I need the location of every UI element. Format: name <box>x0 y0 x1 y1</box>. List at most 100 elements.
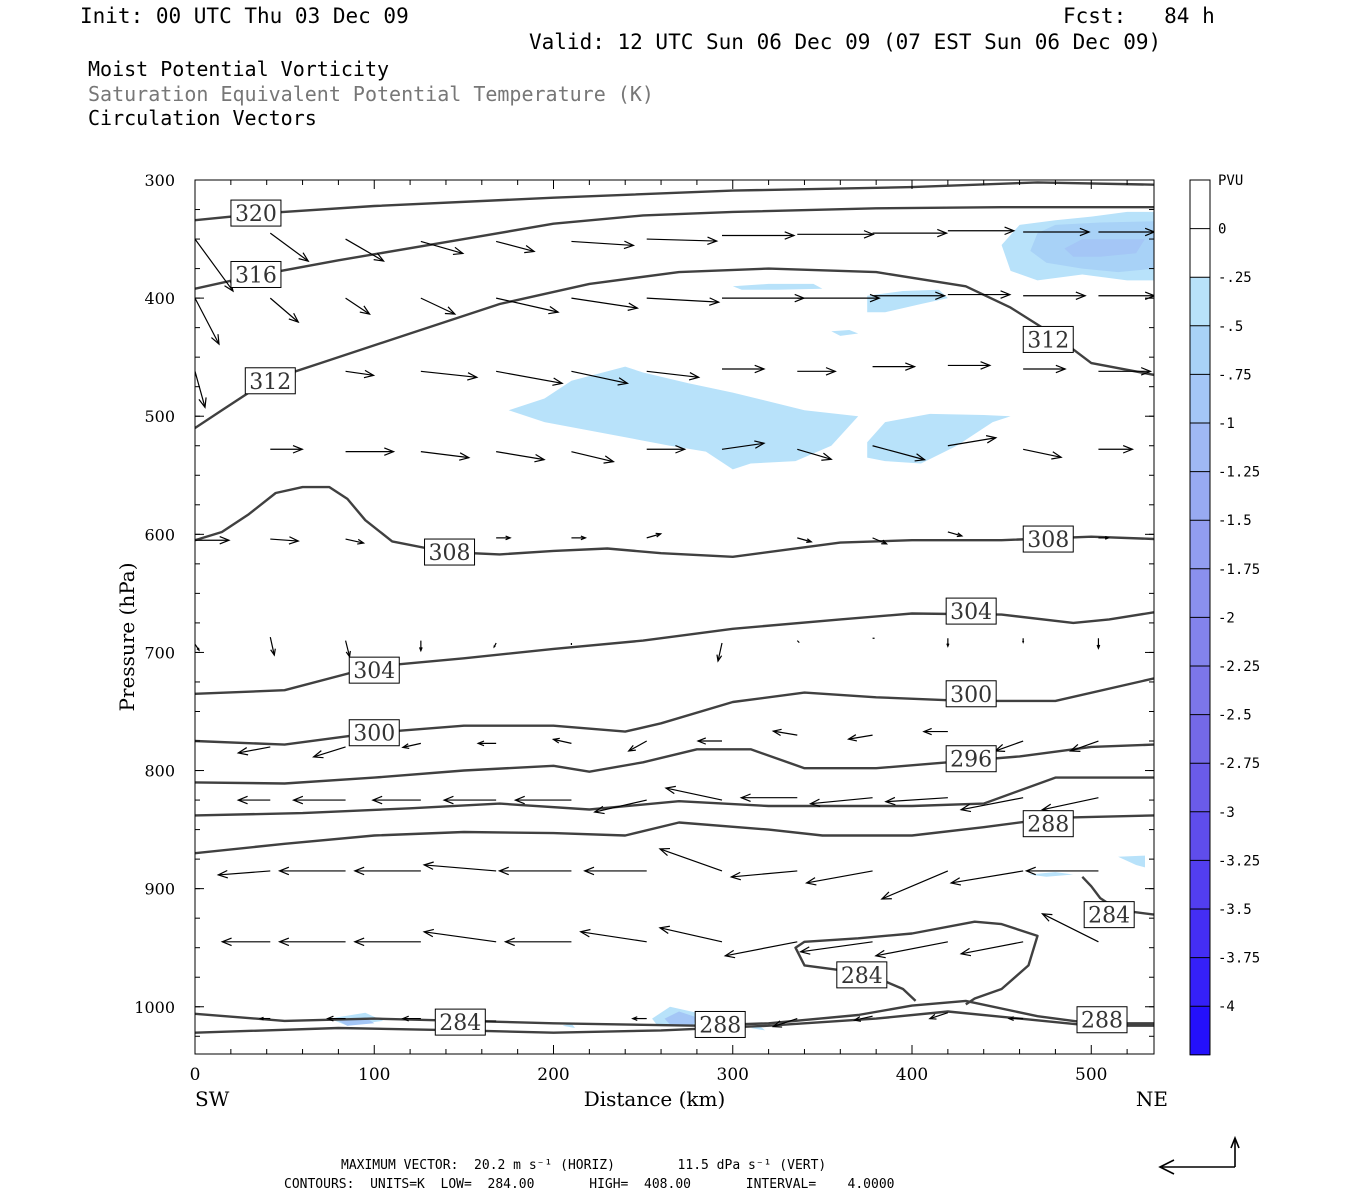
vector-arrow-35 <box>947 361 992 370</box>
contour-label-11: 288 <box>1022 810 1074 838</box>
contour-label-4: 308 <box>424 538 476 566</box>
pv-region-7 <box>831 330 859 336</box>
vector-arrow-14 <box>269 297 300 324</box>
field-title-theta-es: Saturation Equivalent Potential Temperat… <box>88 82 654 106</box>
colorbar-swatch-1 <box>1190 228 1210 278</box>
pv-shading <box>329 211 1154 1031</box>
vector-arrow-58 <box>947 531 964 538</box>
pv-region-6 <box>732 283 823 290</box>
colorbar-swatch-10 <box>1190 666 1210 716</box>
vector-arrow-130 <box>1007 1016 1024 1021</box>
vector-arrow-98 <box>277 866 346 876</box>
vector-arrow-125 <box>631 1016 647 1021</box>
svg-text:312: 312 <box>249 370 291 395</box>
vector-arrow-116 <box>723 941 798 959</box>
vector-arrow-34 <box>872 362 917 371</box>
contour-label-9: 300 <box>945 680 997 708</box>
svg-text:320: 320 <box>235 202 277 227</box>
colorbar-label-2: -.5 <box>1218 319 1243 335</box>
contour-296-6 <box>195 743 1154 785</box>
contour-292-7 <box>195 776 1154 817</box>
vector-arrow-21 <box>797 293 881 303</box>
valid-time: Valid: 12 UTC Sun 06 Dec 09 (07 EST Sun … <box>529 30 1162 54</box>
contour-label-7: 304 <box>945 597 997 625</box>
vector-arrow-114 <box>579 928 647 943</box>
vector-arrow-26 <box>195 371 207 409</box>
vector-arrow-76 <box>476 740 497 747</box>
vector-arrow-82 <box>922 727 948 736</box>
vector-arrow-36 <box>1023 364 1067 374</box>
vector-arrow-68 <box>796 640 800 644</box>
y-tick-label-6: 900 <box>144 880 175 899</box>
contour-label-0: 320 <box>230 199 282 227</box>
vector-arrow-45 <box>797 448 833 461</box>
vector-arrow-6 <box>646 236 719 246</box>
y-tick-label-3: 600 <box>144 525 175 544</box>
vector-arrow-70 <box>946 638 950 648</box>
vector-arrow-78 <box>627 740 648 752</box>
contour-304-4 <box>195 611 1154 695</box>
vector-arrow-83 <box>993 740 1024 752</box>
svg-text:296: 296 <box>950 748 992 773</box>
contour-288-8 <box>195 814 1154 855</box>
colorbar-label-0: 0 <box>1218 222 1226 238</box>
colorbar-swatch-17 <box>1190 1006 1210 1056</box>
vector-arrow-81 <box>846 734 873 742</box>
vector-arrow-118 <box>874 941 948 959</box>
y-tick-label-5: 800 <box>144 762 175 781</box>
vector-arrow-88 <box>442 795 497 805</box>
max-vector-text: MAXIMUM VECTOR: 20.2 m s⁻¹ (HORIZ) 11.5 … <box>341 1158 827 1173</box>
vector-arrow-12 <box>1098 227 1154 237</box>
contour-320-0 <box>195 181 1154 222</box>
vector-arrow-41 <box>496 451 546 463</box>
vector-arrow-29 <box>496 370 564 386</box>
colorbar-label-16: -4 <box>1218 999 1235 1015</box>
colorbar-label-11: -2.75 <box>1218 756 1260 772</box>
vector-arrow-28 <box>420 370 479 381</box>
vector-arrow-99 <box>353 866 421 876</box>
vector-arrow-129 <box>928 1012 949 1020</box>
vector-arrow-87 <box>371 795 421 805</box>
vector-arrow-22 <box>872 291 947 301</box>
colorbar-label-13: -3.25 <box>1218 853 1260 869</box>
x-tick-label-4: 400 <box>896 1065 928 1085</box>
vector-arrow-43 <box>646 445 687 454</box>
vector-arrow-1 <box>269 232 310 263</box>
vector-arrow-62 <box>269 636 276 657</box>
svg-text:288: 288 <box>1081 1009 1123 1034</box>
vector-arrow-4 <box>495 240 536 254</box>
colorbar-label-8: -2 <box>1218 610 1235 626</box>
vector-arrow-60 <box>1098 536 1111 540</box>
vector-arrow-7 <box>722 231 796 240</box>
vector-arrow-122 <box>325 1015 346 1022</box>
vector-arrow-77 <box>551 737 572 744</box>
contour-label-1: 316 <box>230 260 282 288</box>
x-end-label-left: SW <box>195 1087 230 1111</box>
pv-region-3 <box>508 366 859 470</box>
contour-labels: 320 316 312 312 308 308 304 304 300 300 296 288 284 2… <box>230 199 1135 1038</box>
vector-arrow-39 <box>345 447 396 456</box>
contour-label-13: 284 <box>836 961 888 989</box>
contour-label-16: 288 <box>1076 1006 1128 1034</box>
contour-308-3 <box>195 485 1154 558</box>
colorbar-swatch-9 <box>1190 617 1210 667</box>
pv-region-8 <box>1118 855 1145 868</box>
vector-arrow-80 <box>771 728 798 737</box>
vector-arrow-0 <box>195 238 234 293</box>
vector-arrow-10 <box>947 226 1016 236</box>
vector-arrow-56 <box>797 537 813 543</box>
vector-arrow-67 <box>716 642 723 663</box>
colorbar-label-12: -3 <box>1218 805 1235 821</box>
contour-316-1 <box>195 205 1154 290</box>
vector-arrow-57 <box>872 537 889 545</box>
colorbar-swatch-5 <box>1190 423 1210 473</box>
colorbar-unit: PVU <box>1218 173 1243 189</box>
vector-arrow-97 <box>216 869 271 879</box>
vector-arrow-40 <box>420 451 471 461</box>
vector-arrow-20 <box>722 293 806 303</box>
vector-arrow-33 <box>797 367 837 376</box>
vector-arrow-104 <box>729 870 798 881</box>
svg-text:284: 284 <box>841 964 883 989</box>
vector-arrow-42 <box>571 451 616 464</box>
